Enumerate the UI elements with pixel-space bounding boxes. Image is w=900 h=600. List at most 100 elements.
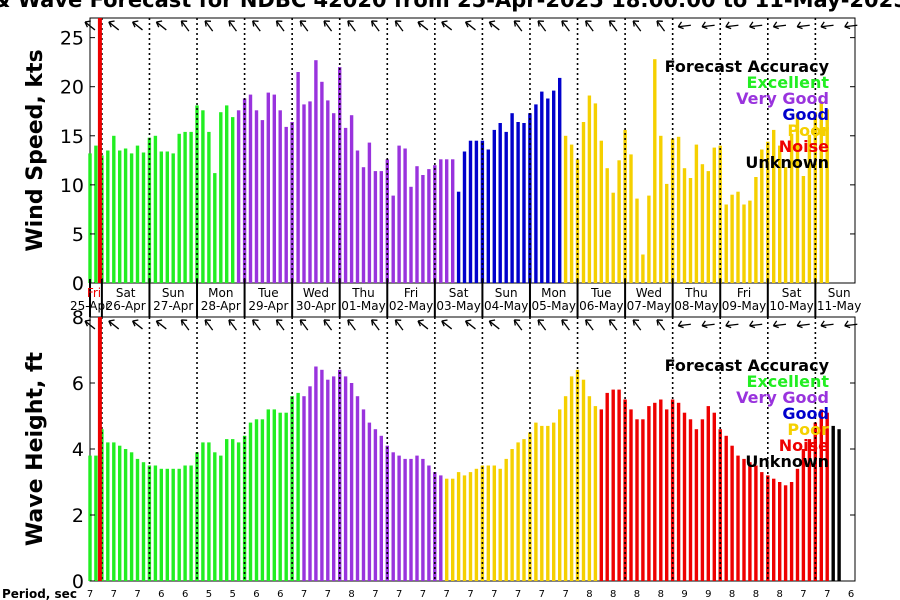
wind-arrow-icon xyxy=(275,319,285,331)
data-bar xyxy=(575,369,580,581)
data-bar xyxy=(552,90,556,283)
data-bar xyxy=(379,435,383,581)
data-bar xyxy=(320,369,324,581)
data-bar xyxy=(207,442,211,581)
wind-arrow-icon xyxy=(820,21,834,30)
period-value: 7 xyxy=(134,589,140,600)
wind-arrow-icon xyxy=(585,319,594,331)
data-bar xyxy=(373,429,378,581)
data-bar xyxy=(575,159,580,283)
data-bar xyxy=(338,369,342,581)
data-bar xyxy=(165,151,169,283)
data-bar xyxy=(528,432,532,581)
data-bar xyxy=(462,475,467,581)
wind-arrow-icon xyxy=(84,20,96,31)
legend-item: Very Good xyxy=(736,388,829,407)
data-bar xyxy=(171,153,175,283)
data-bar xyxy=(385,159,389,283)
data-bar xyxy=(349,115,354,283)
period-value: 8 xyxy=(610,589,616,600)
wind-arrow-icon xyxy=(108,20,120,31)
period-value: 7 xyxy=(467,589,473,600)
y-tick-label: 0 xyxy=(72,571,84,593)
wind-arrow-icon xyxy=(677,21,691,30)
data-bar xyxy=(581,379,586,581)
data-bar xyxy=(730,194,734,283)
data-bar xyxy=(629,154,633,283)
wind-arrow-icon xyxy=(370,319,380,331)
data-bar xyxy=(379,171,383,283)
data-bar xyxy=(486,465,490,581)
data-bar xyxy=(801,449,806,581)
period-value: 9 xyxy=(705,589,711,600)
wind-arrow-icon xyxy=(656,20,666,32)
data-bar xyxy=(278,412,282,581)
data-bar xyxy=(700,164,705,283)
data-bar xyxy=(326,100,330,284)
data-bar xyxy=(534,104,538,284)
data-bar xyxy=(783,167,788,283)
wind-arrow-icon xyxy=(561,319,570,331)
data-bar xyxy=(225,439,229,581)
data-bar xyxy=(177,468,181,581)
data-bar xyxy=(629,409,633,581)
data-bar xyxy=(599,140,603,283)
data-bar xyxy=(468,140,473,283)
data-bar xyxy=(159,151,163,283)
date-label: 05-May xyxy=(532,299,576,313)
wind-arrow-icon xyxy=(84,319,96,330)
data-bar xyxy=(338,67,342,283)
data-bar xyxy=(623,129,627,283)
day-label: Fri xyxy=(87,286,101,300)
y-tick-label: 15 xyxy=(60,126,84,148)
wind-arrow-icon xyxy=(632,319,642,331)
data-bar xyxy=(284,412,288,581)
data-bar xyxy=(712,147,716,283)
data-bar xyxy=(106,150,110,283)
wind-arrow-icon xyxy=(155,20,167,31)
data-bar xyxy=(118,445,122,581)
wind-arrow-icon xyxy=(677,320,691,329)
day-label: Sat xyxy=(116,286,136,300)
wind-arrow-icon xyxy=(417,20,429,31)
wind-arrow-icon xyxy=(464,20,476,31)
legend-item: Unknown xyxy=(745,452,829,471)
data-bar xyxy=(558,77,562,284)
data-bar xyxy=(504,131,508,283)
period-value: 7 xyxy=(325,589,331,600)
y-tick-label: 10 xyxy=(60,175,84,197)
wind-arrow-icon xyxy=(608,319,618,331)
period-value: 7 xyxy=(539,589,545,600)
legend-item: Poor xyxy=(787,121,829,140)
data-bar xyxy=(605,168,609,283)
data-bar xyxy=(789,482,794,581)
data-bar xyxy=(456,472,461,581)
wind-arrow-icon xyxy=(488,319,500,330)
data-bar xyxy=(225,105,229,284)
day-label: Wed xyxy=(303,286,329,300)
data-bar xyxy=(183,465,187,581)
data-bar xyxy=(135,458,140,581)
wind-arrow-icon xyxy=(394,20,404,32)
wind-arrow-icon xyxy=(820,320,834,329)
legend-title: Forecast Accuracy xyxy=(665,356,830,375)
data-bar xyxy=(593,103,598,284)
data-bar xyxy=(617,160,621,283)
data-bar xyxy=(766,141,770,283)
wind-arrow-icon xyxy=(772,320,787,329)
data-bar xyxy=(451,159,455,283)
data-bar xyxy=(801,176,806,283)
date-label: 11-May xyxy=(817,299,861,313)
data-bar xyxy=(552,422,556,581)
wind-arrow-icon xyxy=(180,20,190,32)
date-label: 25-Apr xyxy=(70,299,110,313)
data-bar xyxy=(819,409,823,581)
y-tick-label: 25 xyxy=(60,28,84,50)
data-bar xyxy=(332,113,336,283)
date-label: 03-May xyxy=(436,299,480,313)
data-bar xyxy=(403,148,407,283)
data-bar xyxy=(332,376,336,581)
y-tick-label: 8 xyxy=(72,307,84,329)
y-tick-label: 20 xyxy=(60,77,84,99)
